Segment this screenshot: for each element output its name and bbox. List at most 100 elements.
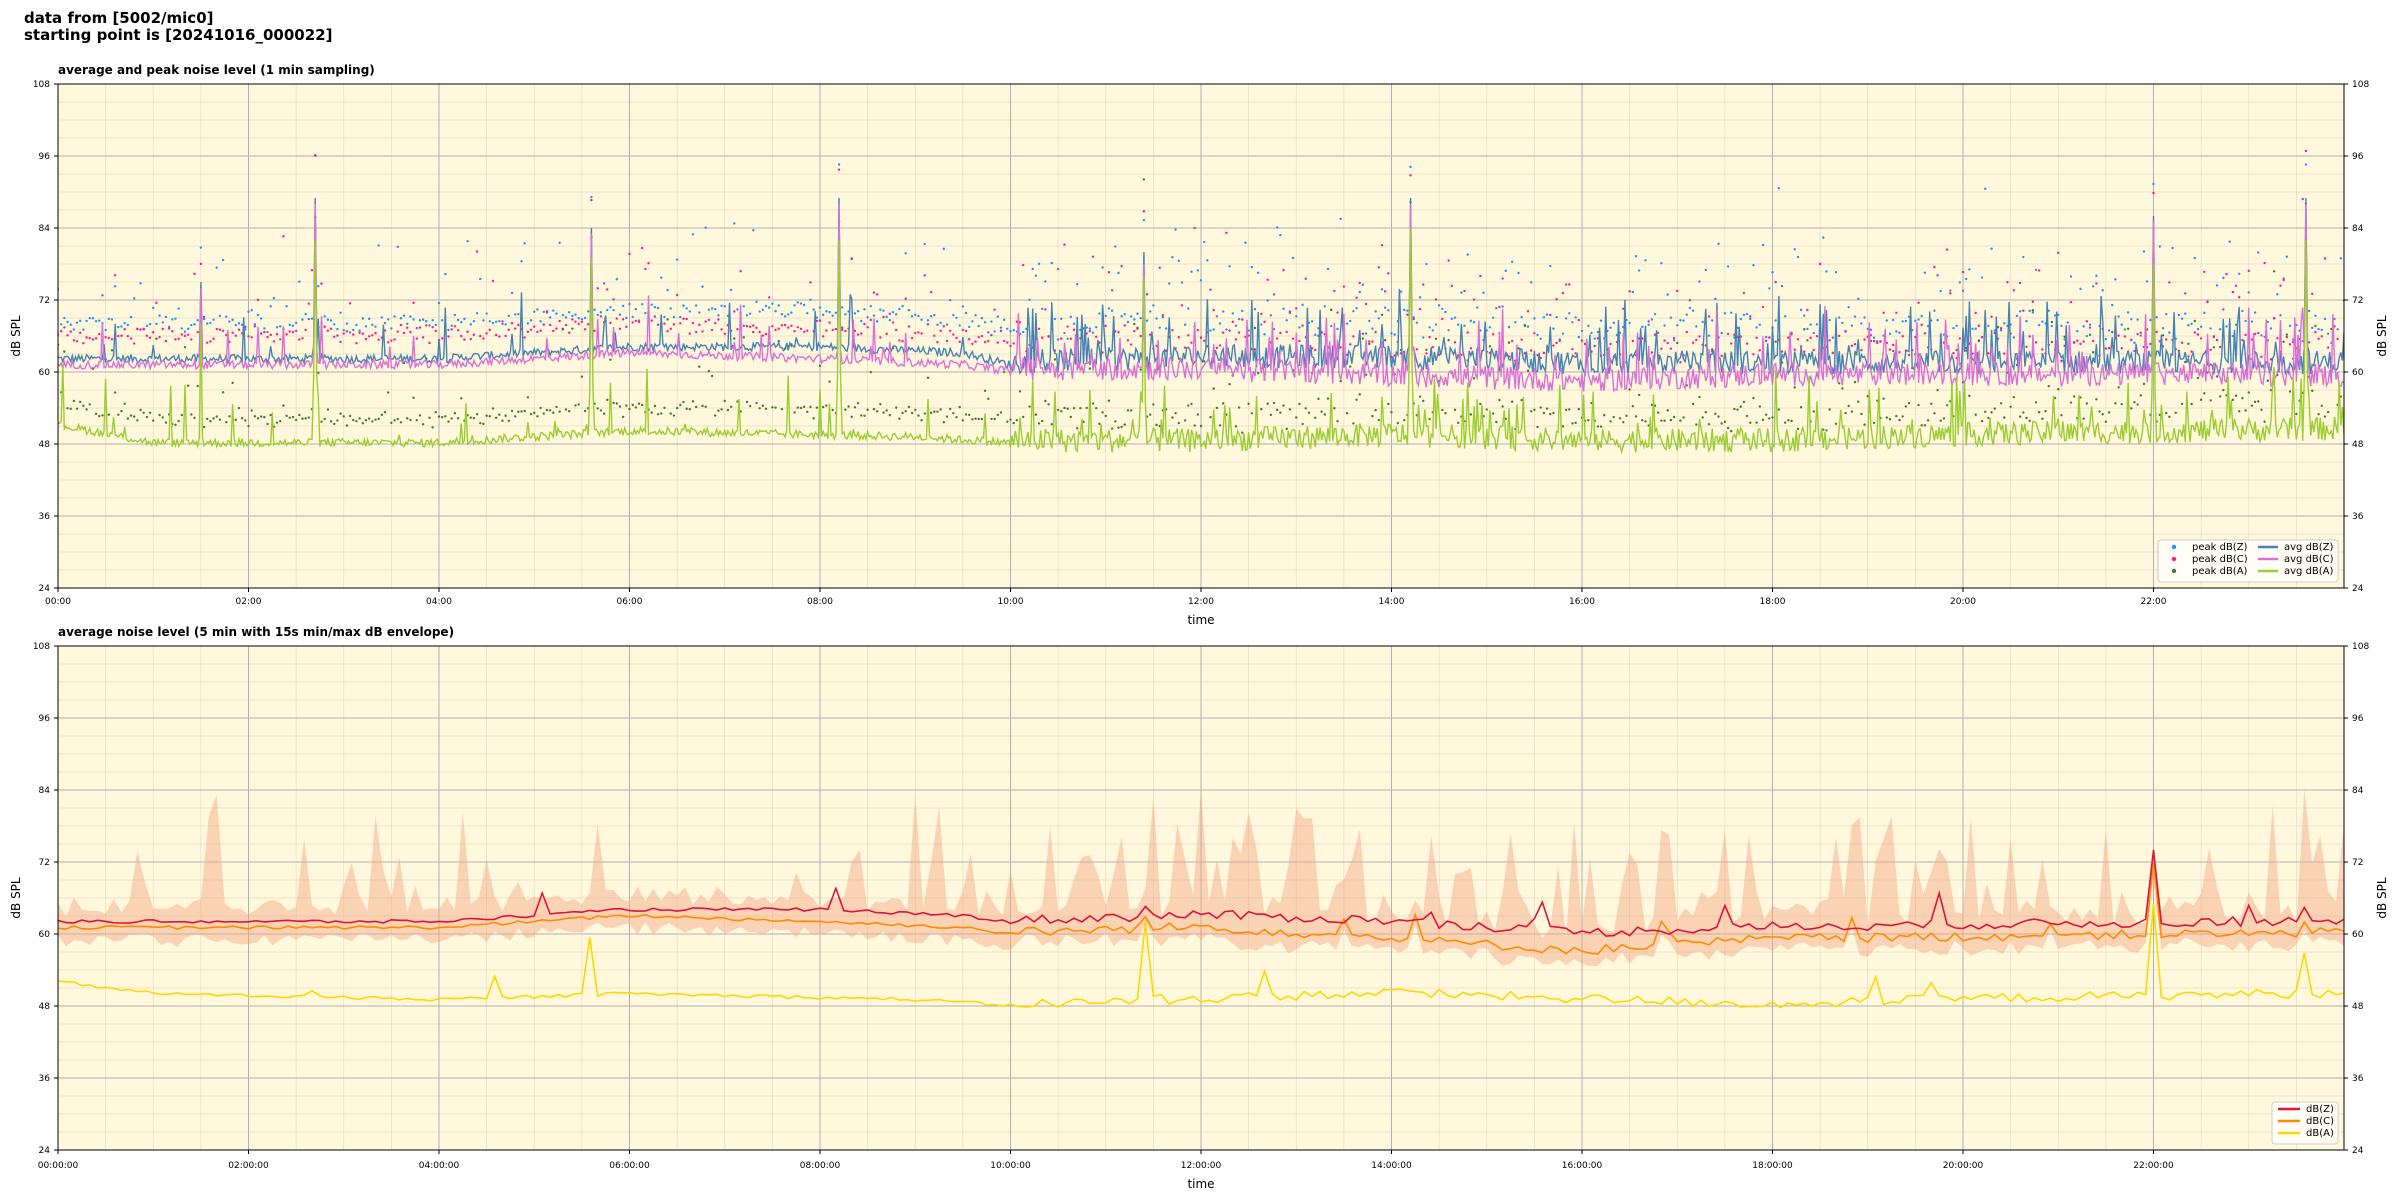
peak-point	[1352, 422, 1355, 425]
legend: peak dB(Z)peak dB(C)peak dB(A)avg dB(Z)a…	[2157, 539, 2339, 583]
peak-point	[2260, 355, 2263, 359]
peak-point	[707, 308, 711, 311]
peak-point	[1495, 420, 1498, 424]
peak-point	[631, 321, 634, 324]
peak-point	[371, 420, 374, 423]
peak-point	[1520, 338, 1523, 341]
peak-point	[1006, 327, 1009, 330]
peak-point	[183, 345, 187, 349]
peak-point	[637, 320, 641, 324]
peak-point	[164, 315, 168, 319]
peak-point	[291, 324, 295, 328]
peak-point	[990, 320, 993, 323]
peak-point	[336, 327, 339, 331]
line-avgdbz	[58, 197, 2344, 377]
peak-point	[2082, 325, 2085, 328]
peak-point	[539, 406, 542, 410]
peak-point	[69, 407, 72, 411]
peak-point	[329, 319, 333, 322]
peak-point	[1526, 310, 1530, 313]
peak-point	[1006, 420, 1009, 423]
peak-point	[447, 328, 450, 332]
peak-point	[1352, 310, 1355, 313]
peak-point	[1101, 266, 1104, 269]
peak-point	[1977, 324, 1981, 327]
ytick-label-right: 36	[2352, 512, 2364, 522]
peak-point	[1488, 345, 1492, 348]
peak-point	[920, 318, 923, 321]
peak-point	[345, 424, 349, 427]
peak-point	[609, 306, 612, 309]
peak-point	[1571, 321, 1574, 324]
peak-point	[1872, 336, 1876, 339]
peak-point	[1784, 314, 1787, 318]
peak-point	[2285, 333, 2289, 336]
peak-point	[1790, 333, 1793, 336]
peak-point	[1844, 411, 1847, 415]
peak-point	[326, 408, 330, 411]
peak-point	[1571, 348, 1574, 351]
peak-point	[2276, 293, 2279, 296]
peak-point	[914, 331, 917, 335]
peak-point	[2269, 358, 2273, 361]
peak-point	[1904, 405, 1908, 408]
peak-point	[593, 308, 596, 311]
peak-point	[1984, 187, 1987, 190]
peak-point	[1844, 329, 1847, 333]
peak-point	[91, 338, 95, 341]
peak-point	[193, 416, 196, 420]
peak-point	[2107, 411, 2111, 414]
peak-point	[1472, 321, 1476, 324]
peak-point	[1517, 347, 1520, 350]
peak-point	[1644, 259, 1647, 262]
peak-point	[1526, 369, 1530, 372]
peak-point	[641, 403, 644, 407]
ytick-label-right: 48	[2352, 440, 2364, 450]
peak-point	[993, 330, 996, 333]
peak-point	[2196, 333, 2200, 336]
peak-point	[729, 288, 733, 292]
peak-point	[634, 406, 638, 409]
peak-point	[501, 322, 504, 326]
peak-point	[993, 308, 996, 311]
peak-point	[2190, 402, 2193, 406]
peak-point	[926, 376, 930, 380]
peak-point	[2285, 335, 2289, 339]
peak-point	[1237, 406, 1241, 409]
peak-point	[2317, 327, 2320, 331]
peak-point	[1212, 387, 1215, 390]
peak-point	[879, 308, 882, 311]
peak-point	[1691, 341, 1695, 345]
peak-point	[2076, 329, 2079, 333]
peak-point	[2272, 270, 2276, 273]
peak-point	[1174, 411, 1177, 415]
peak-point	[955, 336, 958, 340]
peak-point	[736, 328, 739, 331]
peak-point	[2012, 336, 2016, 339]
ytick-label-right: 96	[2352, 152, 2364, 162]
peak-point	[1695, 325, 1698, 328]
xtick-label: 10:00:00	[990, 1161, 1031, 1171]
peak-point	[2266, 379, 2269, 382]
peak-point	[1774, 340, 1777, 343]
peak-point	[1479, 274, 1482, 278]
peak-point	[1742, 313, 1746, 317]
peak-point	[1066, 325, 1069, 328]
peak-point	[2301, 197, 2304, 201]
peak-point	[440, 319, 444, 322]
peak-point	[872, 407, 876, 411]
peak-point	[161, 321, 164, 324]
peak-point	[898, 417, 901, 420]
peak-point	[1622, 307, 1625, 310]
legend: dB(Z)dB(C)dB(A)	[2271, 1101, 2339, 1145]
peak-point	[910, 411, 914, 415]
peak-point	[1260, 323, 1263, 326]
peak-point	[510, 409, 514, 413]
peak-point	[634, 319, 638, 323]
peak-point	[1390, 410, 1393, 414]
peak-point	[263, 331, 266, 334]
peak-point	[469, 323, 472, 326]
peak-point	[1380, 244, 1384, 247]
peak-point	[2060, 324, 2063, 327]
